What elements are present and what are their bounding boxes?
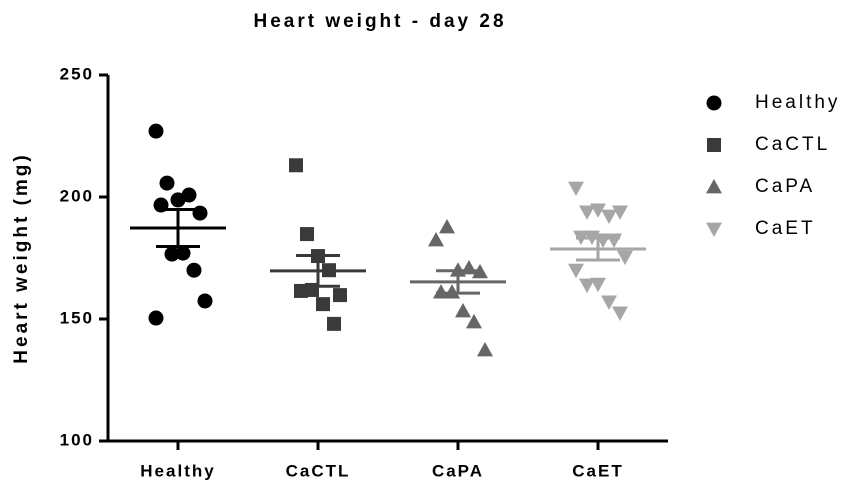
data-point xyxy=(590,203,606,218)
data-point xyxy=(428,231,444,247)
data-point xyxy=(333,288,347,303)
legend-label: CaET xyxy=(755,218,816,239)
data-point xyxy=(579,278,595,294)
legend-label: CaCTL xyxy=(755,134,830,155)
data-point xyxy=(590,277,606,293)
legend-label: Healthy xyxy=(755,92,840,113)
data-point xyxy=(164,246,180,262)
data-point xyxy=(192,205,208,221)
data-point xyxy=(439,219,455,234)
data-point xyxy=(477,341,493,357)
data-point xyxy=(461,260,477,275)
chart-title: Heart weight - day 28 xyxy=(253,11,506,32)
legend-marker xyxy=(706,95,722,111)
y-tick-label: 150 xyxy=(60,308,94,327)
data-point xyxy=(148,310,164,326)
data-point xyxy=(606,233,622,248)
data-point xyxy=(612,306,628,321)
data-point xyxy=(466,313,482,329)
y-tick-label: 100 xyxy=(60,430,94,449)
data-point xyxy=(175,245,191,261)
data-point xyxy=(300,227,314,242)
data-point xyxy=(568,263,584,279)
x-tick-label: CaET xyxy=(572,461,623,480)
data-point xyxy=(181,187,197,203)
data-point xyxy=(197,293,213,309)
x-tick-label: CaCTL xyxy=(286,461,351,480)
data-point xyxy=(444,284,460,299)
data-point xyxy=(186,262,202,278)
data-point xyxy=(579,205,595,220)
data-point xyxy=(148,123,164,139)
y-tick-label: 200 xyxy=(60,186,94,205)
legend-marker xyxy=(707,138,721,152)
data-point xyxy=(327,316,341,331)
data-point xyxy=(159,175,175,191)
legend-label: CaPA xyxy=(755,176,815,197)
data-point xyxy=(289,158,303,173)
y-tick-label: 250 xyxy=(60,64,94,83)
legend-marker xyxy=(706,179,722,194)
data-point xyxy=(316,297,330,312)
y-axis-label: Heart weight (mg) xyxy=(11,152,32,363)
x-tick-label: CaPA xyxy=(432,461,484,480)
legend-marker xyxy=(706,222,722,237)
data-point xyxy=(455,302,471,318)
data-point xyxy=(617,250,633,266)
data-point xyxy=(601,295,617,310)
data-point xyxy=(568,181,584,196)
data-point xyxy=(433,284,449,299)
data-point xyxy=(612,205,628,220)
data-point xyxy=(601,209,617,225)
x-tick-label: Healthy xyxy=(140,461,215,480)
